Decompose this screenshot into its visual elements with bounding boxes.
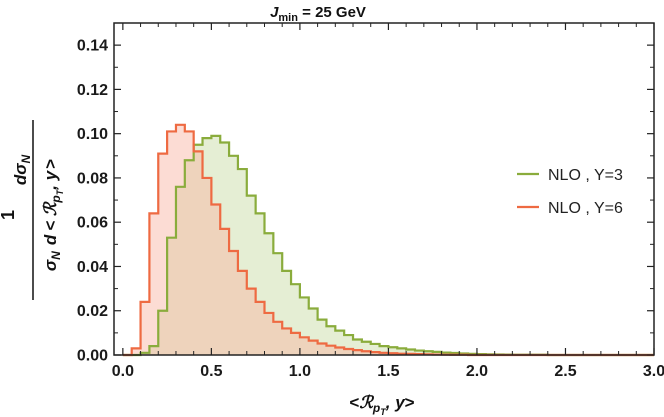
y-tick-label: 0.02	[77, 303, 108, 320]
y-tick-label: 0.00	[77, 348, 108, 365]
y-label-numerator: dσN	[11, 155, 33, 186]
x-tick-label: 3.0	[643, 363, 664, 380]
x-tick-label: 0.0	[112, 363, 134, 380]
y-tick-label: 0.10	[77, 126, 108, 143]
x-axis-ticks: 0.0 0.5 1.0 1.5 2.0 2.5 3.0	[112, 23, 664, 380]
x-tick-label: 1.5	[377, 363, 399, 380]
y-tick-label: 0.08	[77, 170, 108, 187]
y-axis-label: 1 dσN σNd< ℛpT, y>	[0, 120, 65, 300]
x-tick-label: 0.5	[200, 363, 222, 380]
x-axis-label: <ℛpT, y>	[349, 393, 414, 417]
legend-label-1: NLO , Y=3	[548, 167, 623, 184]
y-axis-ticks: 0.00 0.02 0.04 0.06 0.08 0.10 0.12 0.14	[77, 38, 654, 365]
y-tick-label: 0.06	[77, 215, 108, 232]
x-tick-label: 1.0	[289, 363, 311, 380]
y-tick-label: 0.04	[77, 259, 108, 276]
y-label-denominator: σNd< ℛpT, y>	[41, 159, 65, 271]
y-label-one: 1	[0, 210, 18, 220]
x-tick-label: 2.0	[466, 363, 488, 380]
y-tick-label: 0.12	[77, 82, 108, 99]
x-tick-label: 2.5	[554, 363, 576, 380]
legend: NLO , Y=3 NLO , Y=6	[517, 167, 623, 217]
plot-frame	[113, 22, 655, 356]
legend-label-2: NLO , Y=6	[548, 200, 623, 217]
y-tick-label: 0.14	[77, 38, 108, 55]
chart-title: Jmin = 25 GeV	[270, 4, 366, 24]
